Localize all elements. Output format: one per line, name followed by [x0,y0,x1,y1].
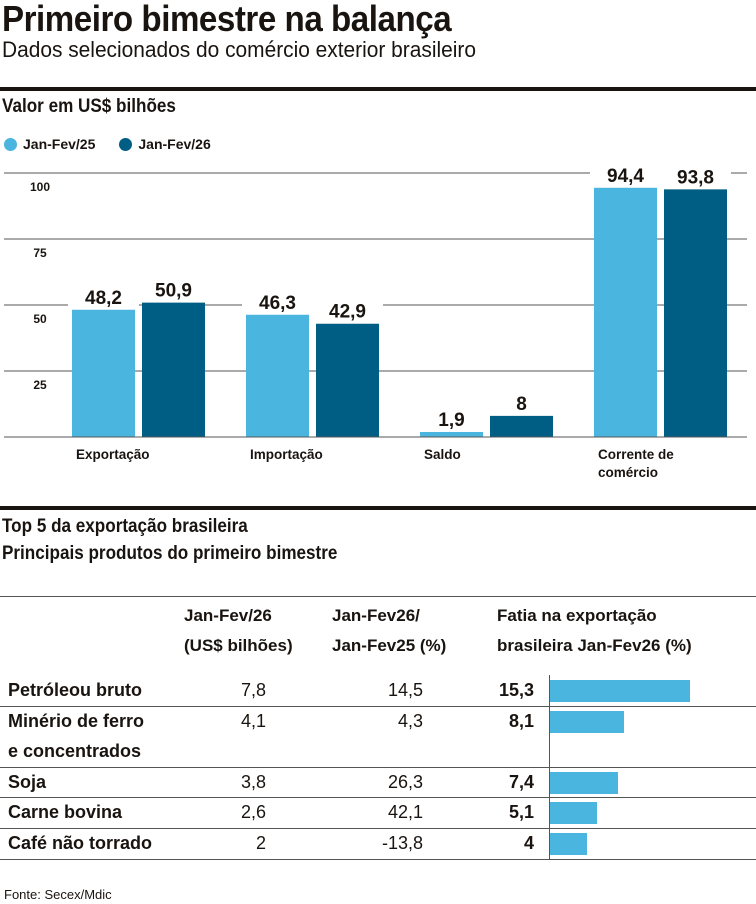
bar [246,314,309,437]
chart-legend: Jan-Fev/25 Jan-Fev/26 [4,136,235,152]
bar [420,431,483,437]
row-separator [0,797,756,798]
share-value: 15,3 [498,680,534,700]
section-divider [0,506,756,510]
product-name: Café não torrado [8,833,153,853]
bar [664,189,727,437]
table-title: Top 5 da exportação brasileira [2,516,248,537]
bar-value-label: 50,9 [155,281,192,302]
bar-value-label: 48,2 [85,288,122,309]
bar [316,323,379,437]
share-value: 8,1 [508,711,534,731]
x-category-label: Saldo [424,447,461,462]
export-value: 2 [255,833,266,853]
bar-value-label: 8 [516,394,527,415]
bar-value-label: 1,9 [438,410,464,431]
bar [72,309,135,437]
share-bar [550,772,618,794]
y-tick-label: 25 [33,378,47,392]
share-bar [550,680,690,702]
legend-label-2025: Jan-Fev/25 [23,136,96,152]
label-knockout [486,389,557,414]
label-knockout [242,288,313,313]
bar [142,302,205,437]
column-header-change: Jan-Fev26/ Jan-Fev25 (%) [332,601,446,661]
share-value: 4 [523,833,534,853]
y-tick-label: 75 [33,246,47,260]
legend-label-2026: Jan-Fev/26 [138,136,211,152]
bar-value-label: 94,4 [607,166,644,187]
column-header-value: Jan-Fev/26 (US$ bilhões) [184,601,293,661]
product-name: Petróleou bruto [8,680,142,700]
share-bar [550,833,587,855]
column-header-line: brasileira Jan-Fev26 (%) [497,636,692,655]
export-value: 4,1 [240,711,266,731]
chart-title: Valor em US$ bilhões [2,96,176,117]
share-bar [550,711,625,733]
row-separator [0,859,756,860]
y-tick-label: 100 [30,180,50,194]
legend-item-2025: Jan-Fev/25 [4,136,95,152]
product-name: e concentrados [8,741,142,761]
product-name: Carne bovina [8,802,123,822]
bar [490,415,553,437]
table-top-rule [0,596,756,597]
yoy-change: 26,3 [387,772,423,792]
page-title: Primeiro bimestre na balança [2,0,452,39]
row-separator [0,706,756,707]
row-separator [0,828,756,829]
yoy-change: 4,3 [397,711,423,731]
yoy-change: -13,8 [381,833,423,853]
x-category-label: Exportação [76,447,150,462]
export-value: 2,6 [240,802,266,822]
share-value: 7,4 [508,772,534,792]
x-category-label: comércio [598,465,658,480]
product-name: Minério de ferro [8,711,145,731]
x-category-label: Corrente de [598,447,674,462]
legend-swatch-2026 [119,137,133,151]
share-value: 5,1 [508,802,534,822]
label-knockout [590,161,661,186]
bar [594,187,657,437]
export-value: 3,8 [240,772,266,792]
row-separator [0,767,756,768]
column-header-line: Jan-Fev25 (%) [332,636,447,655]
source-note: Fonte: Secex/Mdic [4,887,112,902]
column-header-line: Jan-Fev26/ [332,606,420,625]
share-bar [550,802,597,824]
bar-chart: 25 50 75 100 48,2 50,9 Exportação 46,3 42,9 Impor… [4,161,747,480]
yoy-change: 14,5 [387,680,423,700]
legend-item-2026: Jan-Fev/26 [119,136,211,152]
column-header-line: Fatia na exportação [497,606,657,625]
label-knockout [68,283,139,308]
column-header-line: (US$ bilhões) [184,636,293,655]
legend-swatch-2025 [4,137,17,151]
export-value: 7,8 [240,680,266,700]
column-header-line: Jan-Fev/26 [184,606,272,625]
bar-value-label: 46,3 [259,293,296,314]
label-knockout [312,297,383,322]
x-category-label: Importação [250,447,323,462]
table-subtitle: Principais produtos do primeiro bimestre [2,543,338,564]
bar-value-label: 42,9 [329,302,366,323]
section-divider [0,87,756,91]
label-knockout [660,163,731,188]
label-knockout [416,405,487,430]
page-subtitle: Dados selecionados do comércio exterior … [2,37,476,62]
product-name: Soja [8,772,47,792]
bar-value-label: 93,8 [677,167,714,188]
label-knockout [138,276,209,301]
yoy-change: 42,1 [387,802,423,822]
column-header-share: Fatia na exportação brasileira Jan-Fev26… [497,601,692,661]
y-tick-label: 50 [33,312,47,326]
